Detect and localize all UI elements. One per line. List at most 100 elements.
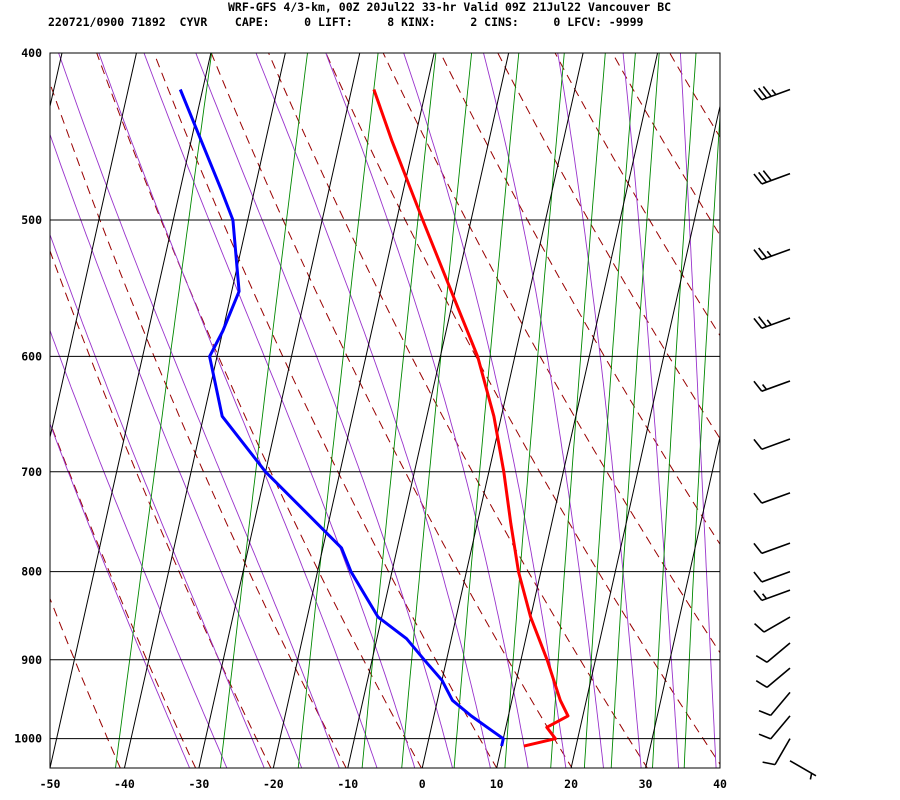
isotherm-line: [50, 53, 212, 768]
isotherm-line: [272, 53, 435, 768]
dry-adiabat-line: [439, 53, 720, 546]
moist-adiabat-line: [98, 53, 378, 768]
y-tick-label: 800: [21, 565, 42, 579]
moist-adiabat-line: [195, 53, 453, 768]
moist-adiabat-line: [557, 53, 642, 768]
isotherm-line: [123, 53, 286, 768]
wind-barb: [753, 542, 791, 555]
wind-barb: [762, 738, 791, 766]
mixing-ratio-line: [683, 109, 720, 768]
y-tick-label: 1000: [14, 732, 42, 746]
isotherm-line: [570, 103, 720, 768]
mixing-ratio-line: [610, 53, 660, 768]
mixing-ratio-line: [453, 53, 520, 768]
y-tick-label: 500: [21, 213, 42, 227]
x-tick-labels: -50 -40 -30 -20 -10 0 10 20 30 40: [40, 777, 727, 791]
mixing-ratio-line: [504, 53, 565, 768]
dry-adiabat-line: [153, 53, 498, 768]
mixing-ratio-line: [652, 53, 697, 768]
x-tick-label: -20: [263, 777, 284, 791]
dry-adiabat-line: [669, 53, 720, 139]
wind-barb: [753, 570, 791, 583]
mixing-ratio-line: [115, 53, 213, 768]
sounding-curves: [178, 88, 570, 748]
mixing-ratio-line: [220, 53, 308, 768]
dewpoint-curve: [178, 88, 505, 747]
dry-adiabat-line: [268, 53, 648, 768]
y-tick-label: 600: [21, 349, 42, 363]
wind-barb: [755, 642, 791, 663]
wind-barb: [758, 715, 791, 740]
mixing-ratio-line: [297, 53, 379, 768]
mixing-ratio-line: [583, 53, 636, 768]
moist-adiabat-line: [50, 422, 191, 768]
x-tick-label: 20: [564, 777, 578, 791]
isotherm-line: [347, 53, 510, 768]
isotherm-line: [421, 53, 584, 768]
wind-barb: [753, 380, 791, 392]
dry-adiabat-line: [704, 15, 900, 783]
dry-adiabat-line: [50, 249, 272, 768]
wind-barb: [754, 616, 791, 633]
x-tick-label: 30: [639, 777, 653, 791]
isotherm-line: [496, 53, 659, 768]
mixing-ratio-line: [361, 53, 437, 768]
moist-adiabat-line: [50, 133, 303, 768]
dry-adiabat-line: [873, 15, 900, 783]
wind-barb: [753, 438, 791, 450]
isotherm-line: [50, 53, 137, 440]
moist-adiabat-line: [622, 53, 680, 768]
wind-barb: [753, 316, 791, 330]
dry-adiabat-line: [96, 53, 422, 768]
plot-frame: [49, 52, 721, 769]
mixing-ratio-line: [401, 53, 473, 768]
dry-adiabat-line: [50, 420, 197, 768]
wind-barb: [753, 170, 791, 185]
wind-barb: [758, 691, 791, 717]
moist-adiabat-line: [325, 53, 529, 768]
x-tick-label: -40: [114, 777, 135, 791]
isotherm-line: [645, 434, 720, 768]
dry-adiabat-line: [554, 53, 720, 337]
moist-adiabat-line: [679, 53, 717, 768]
isotherm-grid: [50, 53, 720, 768]
isobar-grid: [50, 52, 720, 740]
wind-barb: [753, 247, 791, 261]
wind-barb-column: [753, 85, 817, 780]
y-tick-label: 900: [21, 653, 42, 667]
chart-title: WRF-GFS 4/3-km, 00Z 20Jul22 33-hr Valid …: [228, 0, 671, 14]
mixing-ratio-line: [550, 53, 606, 768]
x-tick-label: -10: [337, 777, 358, 791]
x-tick-label: 10: [490, 777, 504, 791]
dry-adiabat-line: [325, 53, 720, 766]
wind-barb: [753, 589, 791, 602]
x-tick-label: 0: [419, 777, 426, 791]
dry-adiabat-line: [50, 81, 347, 768]
isotherm-line: [198, 53, 361, 768]
wind-barb: [753, 492, 791, 504]
moist-adiabat-line: [483, 53, 604, 768]
temperature-curve: [372, 89, 570, 748]
dry-adiabat-line: [760, 15, 900, 783]
dry-adiabat-line: [382, 53, 720, 654]
moist-adiabat-line: [50, 233, 265, 768]
dry-adiabat-line: [50, 597, 121, 768]
moist-adiabat-line: [255, 53, 491, 768]
moist-adiabat-line: [58, 53, 340, 768]
sounding-stats: 220721/0900 71892 CYVR CAPE: 0 LIFT: 8 K…: [48, 15, 644, 29]
dry-adiabat-line: [817, 15, 900, 783]
moist-adiabat-line: [143, 53, 416, 768]
y-tick-label: 700: [21, 465, 42, 479]
mixing-ratio-line: [721, 15, 760, 783]
isotherm-line: [719, 765, 720, 768]
wind-barb: [755, 667, 791, 689]
x-tick-label: -30: [188, 777, 209, 791]
x-tick-label: -50: [40, 777, 61, 791]
y-tick-labels: 400 500 600 700 800 900 1000: [14, 46, 42, 746]
wind-barb: [753, 85, 791, 101]
dry-adiabat-line: [611, 53, 720, 237]
wind-barb: [789, 760, 817, 780]
y-tick-label: 400: [21, 46, 42, 60]
x-tick-label: 40: [713, 777, 727, 791]
